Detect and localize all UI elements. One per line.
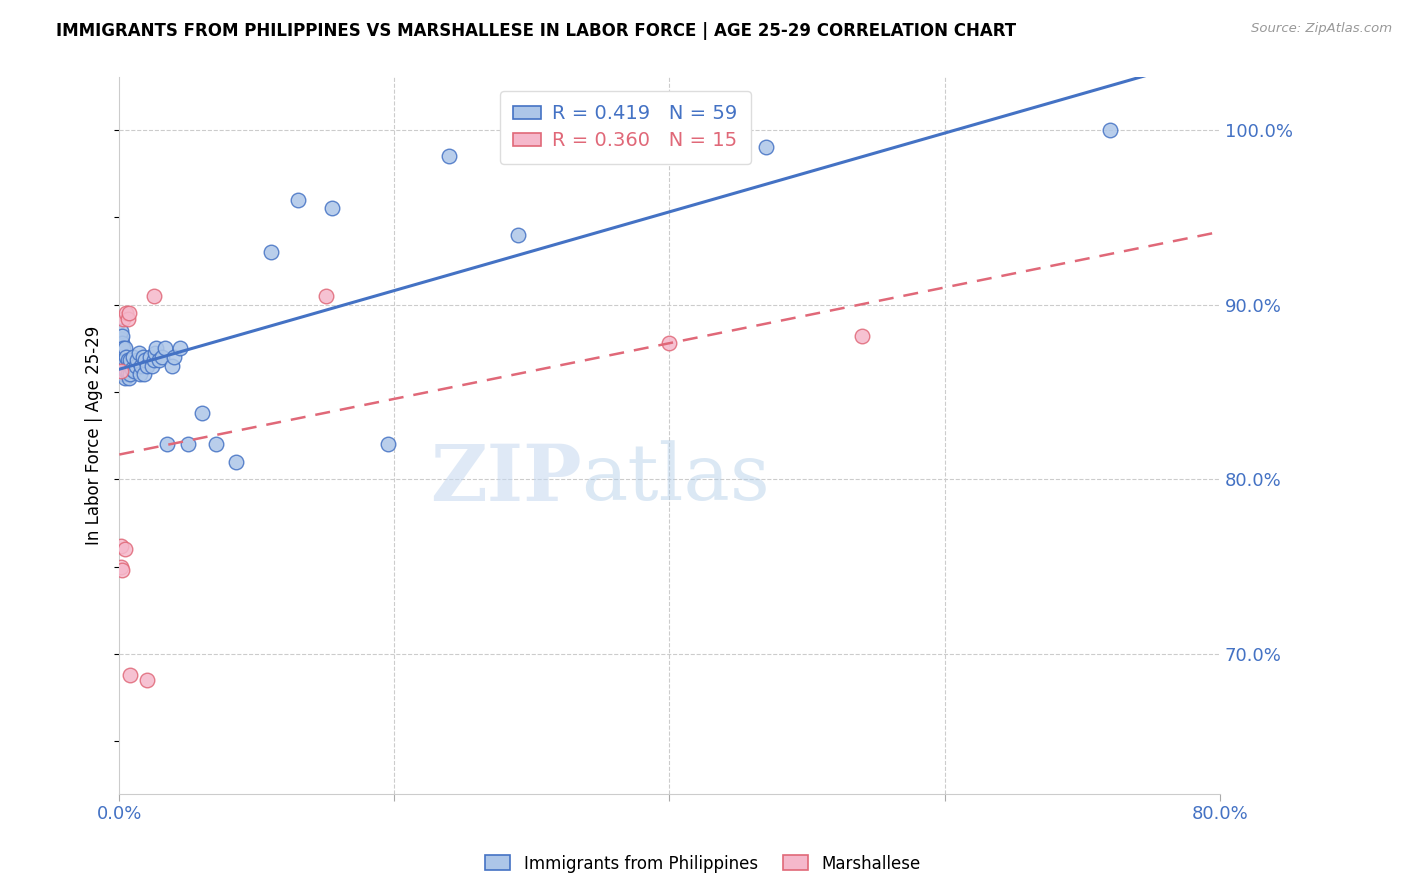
Point [150, 350, 173, 364]
Point [142, 353, 165, 368]
Point [127, 353, 149, 368]
Point [112, 350, 135, 364]
Text: atlas: atlas [582, 441, 770, 516]
Point [148, 353, 170, 368]
Point [118, 371, 141, 385]
Point [112, 368, 135, 382]
Point [115, 364, 138, 378]
Point [110, 364, 132, 378]
Point [141, 359, 163, 373]
Point [111, 335, 134, 350]
Point [111, 329, 134, 343]
Point [129, 359, 152, 373]
Legend: Immigrants from Philippines, Marshallese: Immigrants from Philippines, Marshallese [479, 848, 927, 880]
Point [118, 306, 141, 320]
Point [120, 668, 142, 682]
Point [287, 193, 309, 207]
Point [169, 341, 191, 355]
Point [132, 368, 155, 382]
Point [114, 353, 136, 368]
Point [112, 359, 135, 373]
Point [135, 673, 157, 687]
Point [153, 341, 176, 355]
Point [321, 202, 343, 216]
Point [145, 341, 167, 355]
Legend: R = 0.419   N = 59, R = 0.360   N = 15: R = 0.419 N = 59, R = 0.360 N = 15 [499, 91, 751, 164]
Point [851, 329, 873, 343]
Point [121, 362, 143, 376]
Y-axis label: In Labor Force | Age 25-29: In Labor Force | Age 25-29 [86, 326, 103, 545]
Point [111, 350, 134, 364]
Point [122, 350, 145, 364]
Point [377, 437, 399, 451]
Point [114, 542, 136, 557]
Point [128, 346, 150, 360]
Point [125, 359, 148, 373]
Point [191, 406, 214, 420]
Point [508, 227, 530, 242]
Point [110, 559, 132, 574]
Point [177, 437, 200, 451]
Point [156, 437, 179, 451]
Point [110, 364, 132, 378]
Point [124, 364, 146, 378]
Point [138, 350, 160, 364]
Point [115, 306, 138, 320]
Point [110, 324, 132, 338]
Point [120, 368, 142, 382]
Point [160, 359, 183, 373]
Point [114, 341, 136, 355]
Point [135, 359, 157, 373]
Point [658, 335, 681, 350]
Point [225, 455, 247, 469]
Point [114, 371, 136, 385]
Point [1098, 123, 1121, 137]
Point [315, 289, 337, 303]
Point [259, 245, 281, 260]
Point [120, 353, 142, 368]
Point [115, 350, 138, 364]
Text: Source: ZipAtlas.com: Source: ZipAtlas.com [1251, 22, 1392, 36]
Text: IMMIGRANTS FROM PHILIPPINES VS MARSHALLESE IN LABOR FORCE | AGE 25-29 CORRELATIO: IMMIGRANTS FROM PHILIPPINES VS MARSHALLE… [56, 22, 1017, 40]
Point [110, 341, 132, 355]
Point [755, 140, 778, 154]
Point [110, 333, 132, 347]
Point [142, 289, 165, 303]
Point [129, 368, 152, 382]
Point [134, 353, 156, 368]
Point [117, 311, 139, 326]
Point [117, 368, 139, 382]
Point [117, 353, 139, 368]
Point [110, 539, 132, 553]
Point [143, 346, 166, 360]
Point [439, 149, 461, 163]
Point [204, 437, 226, 451]
Point [111, 563, 134, 577]
Point [131, 350, 153, 364]
Point [118, 359, 141, 373]
Point [111, 341, 134, 355]
Point [163, 350, 186, 364]
Text: ZIP: ZIP [430, 441, 582, 516]
Point [112, 311, 135, 326]
Point [112, 341, 135, 355]
